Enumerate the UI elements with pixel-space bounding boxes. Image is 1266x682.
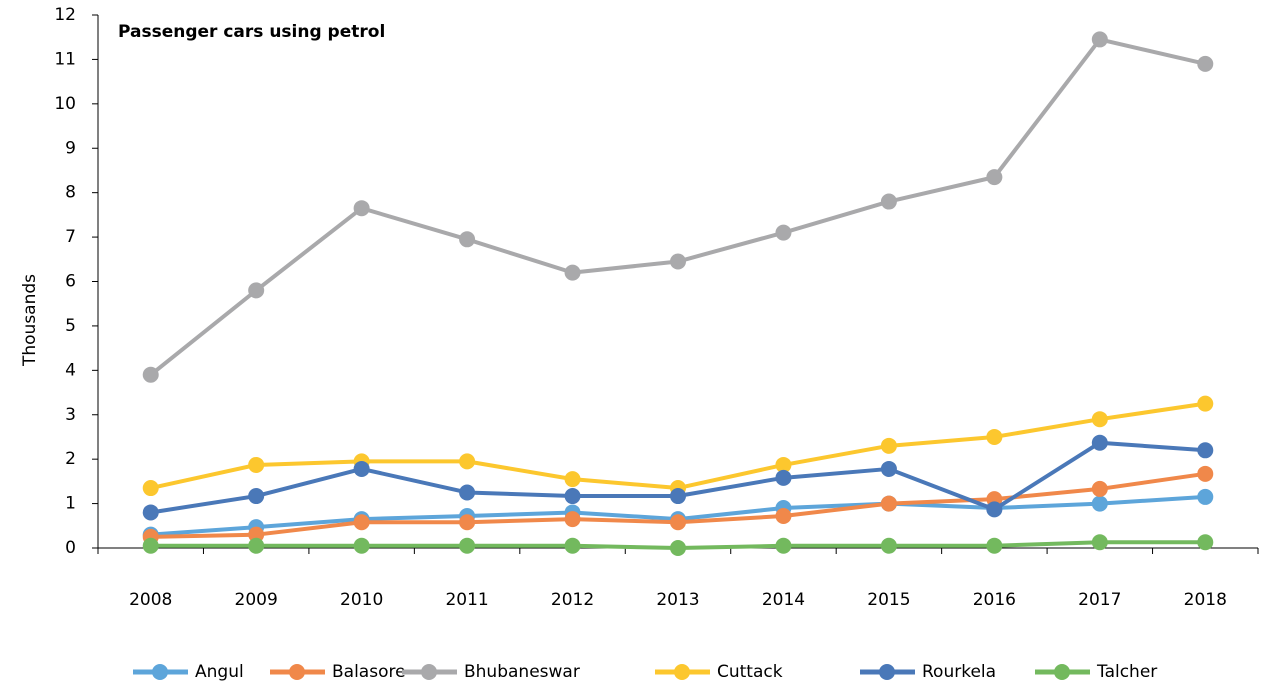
data-point: [1197, 534, 1214, 551]
data-point: [353, 460, 370, 477]
data-point: [880, 460, 897, 477]
data-point: [1197, 488, 1214, 505]
data-point: [142, 537, 159, 554]
x-tick-label: 2016: [973, 590, 1016, 610]
legend-label: Rourkela: [922, 662, 996, 682]
x-tick-label: 2015: [867, 590, 910, 610]
data-point: [775, 469, 792, 486]
data-point: [353, 537, 370, 554]
y-tick-label: 4: [65, 360, 76, 380]
chart-title: Passenger cars using petrol: [118, 22, 385, 42]
y-tick-label: 11: [54, 49, 76, 69]
data-point: [564, 471, 581, 488]
y-tick-label: 1: [65, 494, 76, 514]
data-point: [670, 253, 686, 270]
data-point: [248, 456, 265, 473]
x-tick-label: 2014: [762, 590, 805, 610]
data-point: [1091, 480, 1108, 497]
data-point: [1091, 534, 1108, 551]
data-point: [248, 282, 265, 299]
data-point: [459, 453, 476, 470]
data-point: [1091, 495, 1108, 512]
data-point: [880, 193, 897, 210]
data-point: [248, 526, 265, 543]
legend-marker: [152, 664, 168, 680]
data-point: [986, 501, 1003, 518]
data-point: [775, 508, 792, 525]
data-point: [248, 537, 265, 554]
y-axis-label: Thousands: [20, 274, 40, 367]
data-point: [986, 428, 1003, 445]
data-point: [880, 437, 897, 454]
data-point: [670, 514, 686, 531]
y-tick-label: 12: [54, 5, 76, 25]
x-tick-label: 2008: [129, 590, 172, 610]
y-tick-label: 0: [65, 538, 76, 558]
series-line: [149, 37, 1206, 377]
legend-marker: [674, 664, 690, 680]
data-point: [1197, 442, 1214, 459]
data-point: [775, 537, 792, 554]
data-point: [353, 200, 370, 217]
data-point: [775, 456, 792, 473]
data-point: [986, 537, 1003, 554]
data-point: [459, 231, 476, 248]
x-tick-label: 2012: [551, 590, 594, 610]
data-point: [459, 484, 476, 501]
data-point: [459, 514, 476, 531]
legend-label: Cuttack: [717, 662, 783, 682]
data-point: [775, 224, 792, 241]
data-point: [670, 540, 686, 556]
y-tick-label: 8: [65, 183, 76, 203]
data-point: [880, 495, 897, 512]
data-point: [1197, 395, 1214, 412]
data-point: [564, 488, 581, 505]
data-point: [142, 366, 159, 383]
data-point: [986, 169, 1003, 186]
x-tick-label: 2017: [1078, 590, 1121, 610]
legend-label: Talcher: [1096, 662, 1157, 682]
data-point: [880, 537, 897, 554]
data-point: [142, 480, 159, 497]
y-tick-label: 6: [65, 272, 76, 292]
data-point: [353, 514, 370, 531]
x-tick-label: 2010: [340, 590, 383, 610]
legend-marker: [879, 664, 895, 680]
data-point: [142, 504, 159, 521]
data-point: [1197, 55, 1214, 72]
data-point: [1091, 411, 1108, 428]
data-point: [564, 537, 581, 554]
data-point: [1091, 434, 1108, 451]
x-tick-label: 2013: [656, 590, 699, 610]
data-point: [564, 511, 581, 528]
data-point: [1197, 465, 1214, 482]
y-tick-label: 5: [65, 316, 76, 336]
x-tick-label: 2018: [1184, 590, 1227, 610]
data-point: [459, 537, 476, 554]
y-tick-label: 10: [54, 94, 76, 114]
legend-marker: [421, 664, 437, 680]
legend-label: Bhubaneswar: [464, 662, 580, 682]
y-tick-label: 9: [65, 138, 76, 158]
x-tick-label: 2011: [445, 590, 488, 610]
data-point: [1091, 31, 1108, 48]
legend-label: Balasore: [332, 662, 406, 682]
y-tick-label: 7: [65, 227, 76, 247]
x-tick-label: 2009: [235, 590, 278, 610]
data-point: [670, 488, 686, 505]
legend-marker: [289, 664, 305, 680]
y-tick-label: 2: [65, 449, 76, 469]
data-point: [564, 264, 581, 281]
legend-marker: [1054, 664, 1070, 680]
legend-label: Angul: [195, 662, 244, 682]
data-point: [248, 488, 265, 505]
y-tick-label: 3: [65, 405, 76, 425]
